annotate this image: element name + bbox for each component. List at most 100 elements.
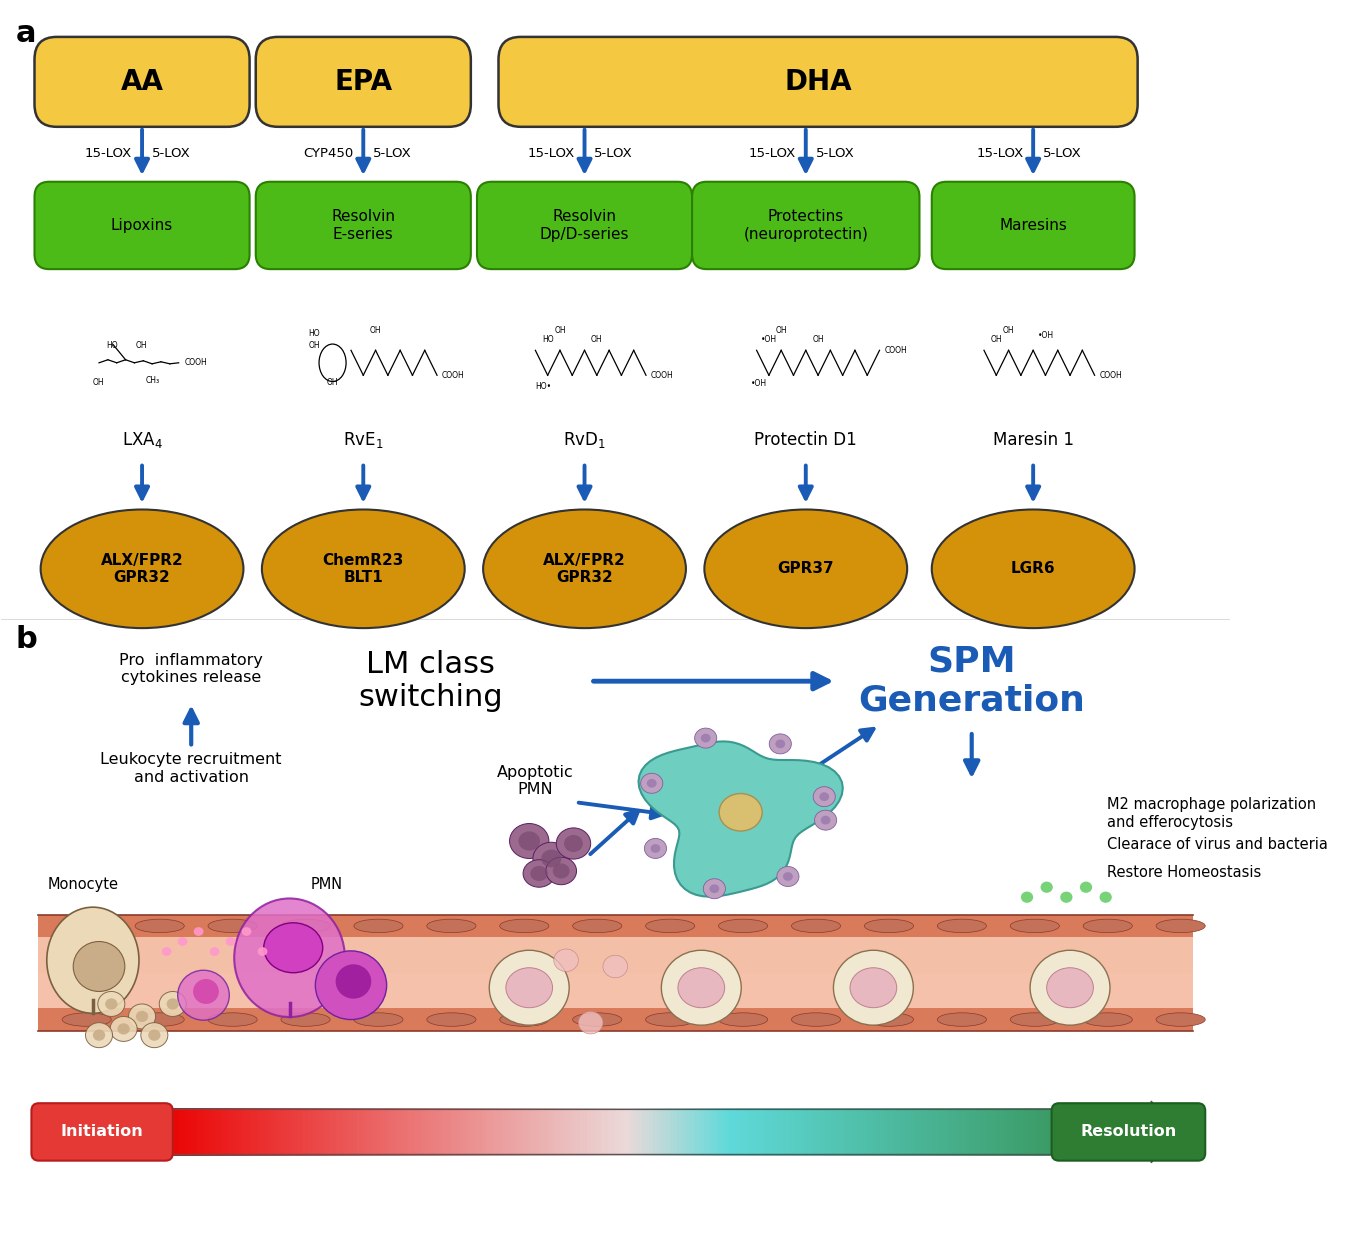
Bar <box>180 1109 186 1156</box>
Text: COOH: COOH <box>185 359 207 368</box>
Bar <box>488 1109 492 1156</box>
Bar <box>911 1109 916 1156</box>
Bar <box>405 1109 409 1156</box>
Text: Resolution: Resolution <box>1080 1125 1176 1140</box>
Bar <box>986 1109 991 1156</box>
Bar <box>1083 1109 1087 1156</box>
Bar <box>959 1109 963 1156</box>
Bar <box>395 1109 399 1156</box>
Bar <box>209 1109 213 1156</box>
Bar <box>450 1109 454 1156</box>
Bar <box>463 1109 467 1156</box>
Ellipse shape <box>703 879 726 899</box>
Text: HO: HO <box>106 341 119 350</box>
Bar <box>1094 1109 1098 1156</box>
Bar <box>904 1109 908 1156</box>
Bar <box>470 1109 475 1156</box>
Text: OH: OH <box>93 378 105 386</box>
Ellipse shape <box>1060 891 1072 902</box>
Bar <box>700 1109 706 1156</box>
FancyBboxPatch shape <box>35 38 249 126</box>
Bar <box>656 1109 661 1156</box>
Bar <box>1059 1109 1063 1156</box>
Bar <box>370 1109 374 1156</box>
Ellipse shape <box>820 816 831 825</box>
Bar <box>273 1109 279 1156</box>
Ellipse shape <box>489 950 570 1025</box>
Bar <box>676 1109 682 1156</box>
Bar <box>804 1109 808 1156</box>
Ellipse shape <box>556 828 591 859</box>
Ellipse shape <box>792 1013 841 1026</box>
Bar <box>529 1109 533 1156</box>
Bar <box>428 1109 434 1156</box>
Bar <box>939 1109 943 1156</box>
Text: a: a <box>15 20 36 49</box>
Bar <box>436 1109 440 1156</box>
Ellipse shape <box>938 919 986 932</box>
Text: CYP450: CYP450 <box>303 146 353 160</box>
Bar <box>1100 1109 1105 1156</box>
Bar <box>822 1109 826 1156</box>
Bar <box>191 1109 197 1156</box>
Text: SPM
Generation: SPM Generation <box>858 645 1086 717</box>
Bar <box>384 1109 389 1156</box>
Text: Maresins: Maresins <box>999 217 1067 232</box>
Bar <box>1138 1109 1142 1156</box>
Bar <box>563 1109 568 1156</box>
Bar <box>1189 1109 1195 1156</box>
Text: Pro  inflammatory
cytokines release: Pro inflammatory cytokines release <box>120 652 263 685</box>
Bar <box>467 1109 471 1156</box>
Text: COOH: COOH <box>885 346 907 355</box>
Text: 5-LOX: 5-LOX <box>1043 146 1082 160</box>
Ellipse shape <box>178 970 229 1020</box>
Bar <box>831 1109 836 1156</box>
Text: LGR6: LGR6 <box>1010 561 1056 576</box>
Bar <box>552 1109 558 1156</box>
Bar <box>1156 1109 1160 1156</box>
Bar <box>167 1109 172 1156</box>
Ellipse shape <box>509 824 548 859</box>
Bar <box>846 1109 850 1156</box>
Bar <box>178 1109 182 1156</box>
Ellipse shape <box>207 1013 257 1026</box>
Text: OH: OH <box>591 335 602 344</box>
Ellipse shape <box>1010 919 1059 932</box>
Text: DHA: DHA <box>784 68 851 96</box>
Ellipse shape <box>661 950 741 1025</box>
Text: Monocyte: Monocyte <box>47 878 119 892</box>
Bar <box>880 1109 885 1156</box>
Ellipse shape <box>136 1011 148 1022</box>
Bar <box>1014 1109 1018 1156</box>
Bar <box>302 1109 306 1156</box>
Ellipse shape <box>719 794 762 831</box>
Bar <box>1072 1109 1078 1156</box>
Ellipse shape <box>207 919 257 932</box>
Text: RvD$_1$: RvD$_1$ <box>563 430 606 450</box>
Bar <box>1063 1109 1067 1156</box>
Text: GPR37: GPR37 <box>777 561 834 576</box>
Ellipse shape <box>40 510 244 628</box>
Bar <box>587 1109 591 1156</box>
Text: LM class
switching: LM class switching <box>358 650 504 712</box>
Ellipse shape <box>678 968 725 1008</box>
Bar <box>415 1109 420 1156</box>
Bar <box>1127 1109 1133 1156</box>
Bar <box>594 1109 599 1156</box>
Bar <box>236 1109 241 1156</box>
Bar <box>745 1109 750 1156</box>
Ellipse shape <box>427 1013 475 1026</box>
Bar <box>319 1109 323 1156</box>
Bar <box>38 1001 1193 1009</box>
Ellipse shape <box>938 1013 986 1026</box>
Bar <box>474 1109 478 1156</box>
Bar <box>38 994 1193 1001</box>
Bar <box>890 1109 894 1156</box>
Ellipse shape <box>815 810 836 830</box>
Text: Leukocyte recruitment
and activation: Leukocyte recruitment and activation <box>101 752 282 785</box>
Bar <box>1045 1109 1049 1156</box>
Bar <box>605 1109 609 1156</box>
Bar <box>853 1109 857 1156</box>
Ellipse shape <box>1010 1013 1059 1026</box>
Bar <box>1070 1109 1074 1156</box>
